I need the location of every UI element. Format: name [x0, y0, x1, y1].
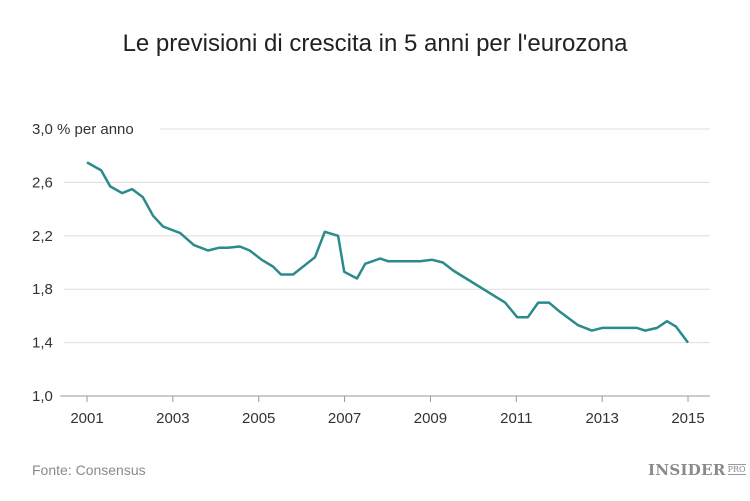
- logo-sub: PRO: [727, 464, 746, 475]
- logo-main: INSIDER: [648, 461, 726, 479]
- y-tick-label: 3,0 % per anno: [32, 121, 134, 138]
- y-tick-label: 2,2: [32, 228, 53, 245]
- y-tick-label: 1,8: [32, 281, 53, 298]
- x-tick-label: 2005: [242, 410, 275, 427]
- chart-title: Le previsioni di crescita in 5 anni per …: [122, 30, 628, 57]
- x-tick-label: 2009: [414, 410, 447, 427]
- y-tick-label: 1,4: [32, 335, 53, 352]
- y-tick-label: 1,0: [32, 388, 53, 405]
- insider-pro-logo: INSIDER PRO: [648, 461, 746, 479]
- source-note: Fonte: Consensus: [32, 462, 146, 478]
- x-tick-label: 2011: [500, 410, 532, 427]
- x-tick-label: 2003: [156, 410, 189, 427]
- series-line: [86, 161, 689, 344]
- x-tick-label: 2007: [328, 410, 361, 427]
- x-tick-label: 2001: [70, 410, 103, 427]
- y-tick-label: 2,6: [32, 174, 53, 191]
- x-tick-label: 2013: [585, 410, 618, 427]
- x-tick-label: 2015: [671, 410, 704, 427]
